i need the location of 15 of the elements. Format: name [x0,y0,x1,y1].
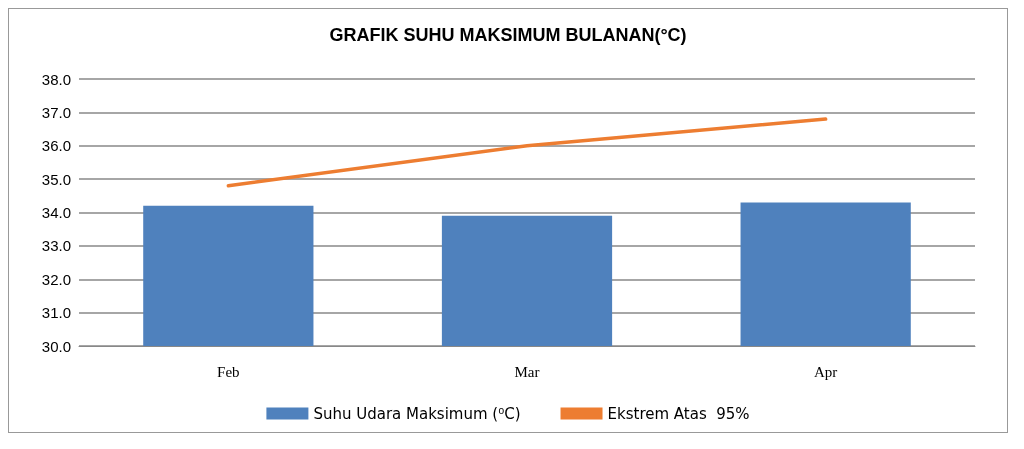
y-tick-label: 35.0 [41,170,71,188]
x-tick-label: Feb [217,363,240,380]
y-tick-label: 36.0 [41,137,71,155]
x-tick-label: Mar [514,363,540,380]
y-tick-label: 32.0 [41,270,71,288]
chart-title: GRAFIK SUHU MAKSIMUM BULANAN(°C) [329,25,687,45]
x-tick-label: Apr [814,363,838,380]
y-tick-label: 33.0 [41,237,71,255]
legend-label: Suhu Udara Maksimum (⁰C) [313,404,521,423]
y-tick-label: 30.0 [41,337,71,355]
legend-label: Ekstrem Atas 95% [607,404,750,423]
y-tick-label: 37.0 [41,103,71,121]
y-tick-label: 38.0 [41,70,71,88]
y-tick-label: 34.0 [41,204,71,221]
y-tick-label: 31.0 [41,304,71,322]
